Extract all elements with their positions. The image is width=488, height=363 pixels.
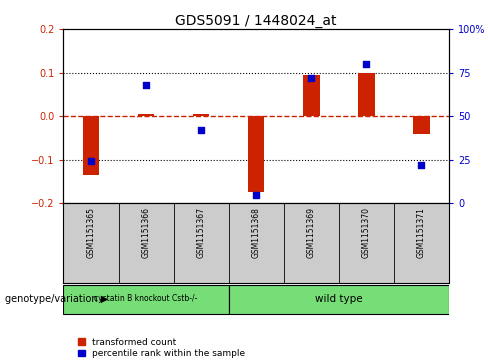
- Text: genotype/variation ▶: genotype/variation ▶: [5, 294, 108, 305]
- Bar: [193, 114, 209, 116]
- Text: GSM1151369: GSM1151369: [307, 207, 316, 258]
- Bar: [138, 114, 154, 116]
- Text: GSM1151368: GSM1151368: [252, 207, 261, 258]
- Point: [252, 192, 260, 197]
- Bar: [413, 116, 430, 134]
- Point: [197, 127, 205, 133]
- Text: cystatin B knockout Cstb-/-: cystatin B knockout Cstb-/-: [94, 294, 198, 303]
- Text: GSM1151366: GSM1151366: [142, 207, 151, 258]
- Point: [363, 61, 370, 67]
- Text: GSM1151370: GSM1151370: [362, 207, 371, 258]
- Bar: [303, 75, 320, 116]
- Text: GSM1151367: GSM1151367: [197, 207, 205, 258]
- Bar: [83, 116, 99, 175]
- Point: [142, 82, 150, 88]
- Bar: [229, 285, 449, 314]
- Point: [87, 159, 95, 164]
- Legend: transformed count, percentile rank within the sample: transformed count, percentile rank withi…: [78, 338, 245, 359]
- Point: [418, 162, 426, 168]
- Bar: [358, 73, 375, 116]
- Bar: [248, 116, 264, 192]
- Text: wild type: wild type: [315, 294, 363, 304]
- Text: GSM1151371: GSM1151371: [417, 207, 426, 258]
- Title: GDS5091 / 1448024_at: GDS5091 / 1448024_at: [176, 14, 337, 28]
- Point: [307, 75, 315, 81]
- Bar: [63, 285, 229, 314]
- Text: GSM1151365: GSM1151365: [86, 207, 96, 258]
